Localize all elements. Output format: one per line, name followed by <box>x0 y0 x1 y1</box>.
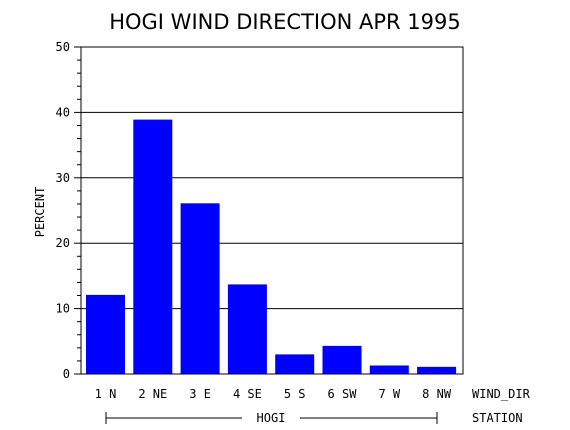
x-tick-label: 5 S <box>284 387 306 401</box>
station-axis-label: STATION <box>472 411 523 425</box>
bar <box>322 345 362 374</box>
bar <box>133 119 173 375</box>
y-tick-label: 40 <box>56 105 70 119</box>
y-tick-label: 10 <box>56 302 70 316</box>
x-tick-labels: 1 N 2 NE 3 E 4 SE 5 S 6 SW 7 W 8 NW <box>95 387 452 401</box>
chart-title: HOGI WIND DIRECTION APR 1995 <box>109 10 461 34</box>
y-axis-label: PERCENT <box>33 187 47 238</box>
bar <box>227 284 267 374</box>
x-tick-label: 4 SE <box>233 387 262 401</box>
plot-frame <box>80 46 464 375</box>
bar <box>86 294 125 374</box>
bar <box>369 365 409 374</box>
x-tick-label: 2 NE <box>138 387 167 401</box>
bar <box>417 366 457 374</box>
station-group-label: HOGI <box>257 411 286 425</box>
x-tick-label: 7 W <box>378 387 400 401</box>
station-bracket <box>105 412 438 424</box>
x-tick-label: 6 SW <box>328 387 358 401</box>
y-tick-label: 20 <box>56 236 70 250</box>
y-tick-label: 30 <box>56 171 70 185</box>
bar <box>275 354 315 374</box>
bars <box>86 119 457 375</box>
x-axis-label: WIND_DIR <box>472 387 531 401</box>
bar <box>180 203 220 374</box>
y-tick-label: 50 <box>56 40 70 54</box>
x-tick-label: 8 NW <box>422 387 452 401</box>
x-tick-label: 3 E <box>189 387 211 401</box>
y-axis-ticks: 0 10 20 30 40 50 <box>56 40 81 381</box>
y-tick-label: 0 <box>63 367 70 381</box>
x-tick-label: 1 N <box>95 387 117 401</box>
